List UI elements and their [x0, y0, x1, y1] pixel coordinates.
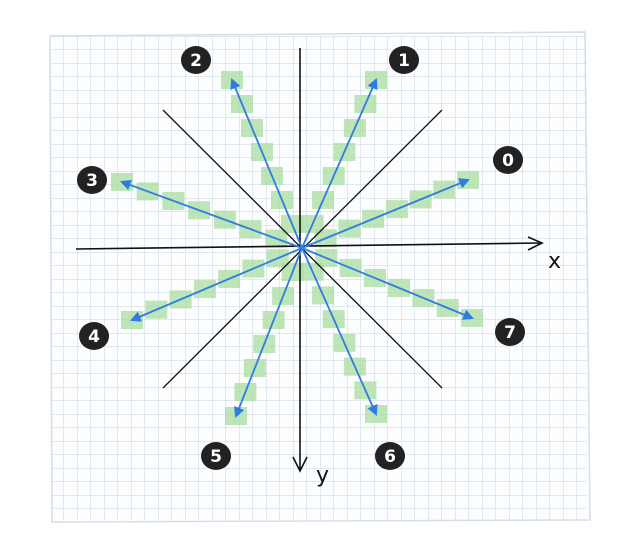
octant-badge-circle [375, 442, 405, 470]
octant-badge-circle [201, 442, 231, 470]
octant-badge-circle [389, 46, 419, 74]
x-axis-arrowhead [527, 236, 544, 251]
octant-arrow-4 [130, 247, 303, 322]
octant-badge-label: 7 [504, 323, 516, 343]
octant-badges: 0 1 2 3 4 5 6 7 [77, 46, 525, 470]
octant-badge-7: 7 [495, 318, 525, 346]
octant-badge-label: 5 [210, 447, 222, 467]
octant-arrow-5 [234, 247, 303, 419]
octant-badge-label: 1 [398, 51, 410, 71]
octant-badge-label: 6 [384, 447, 396, 467]
octant-arrow-0 [301, 178, 470, 249]
octant-badge-5: 5 [201, 442, 231, 470]
octant-badge-label: 2 [190, 51, 202, 71]
octant-badge-circle [493, 146, 523, 174]
octant-badge-2: 2 [181, 46, 211, 74]
octant-badge-circle [77, 166, 107, 194]
octant-badge-6: 6 [375, 442, 405, 470]
octant-badge-circle [181, 46, 211, 74]
octant-badge-0: 0 [493, 146, 523, 174]
octant-badge-circle [79, 322, 109, 350]
octant-badge-label: 0 [502, 151, 514, 171]
octant-badge-label: 4 [88, 327, 100, 347]
octant-badge-circle [495, 318, 525, 346]
y-axis-label: y [316, 463, 329, 488]
octant-arrow-2 [230, 78, 303, 249]
octant-arrow-6 [301, 247, 378, 416]
octant-badge-4: 4 [79, 322, 109, 350]
octant-badge-1: 1 [389, 46, 419, 74]
octant-arrows [119, 78, 474, 419]
octant-arrow-7 [301, 247, 474, 320]
octant-badge-3: 3 [77, 166, 107, 194]
x-axis-label: x [548, 249, 561, 274]
octant-arrow-1 [301, 78, 378, 249]
octant-badge-label: 3 [86, 171, 98, 191]
y-axis-arrowhead [292, 456, 308, 473]
octant-arrow-3 [119, 179, 303, 249]
